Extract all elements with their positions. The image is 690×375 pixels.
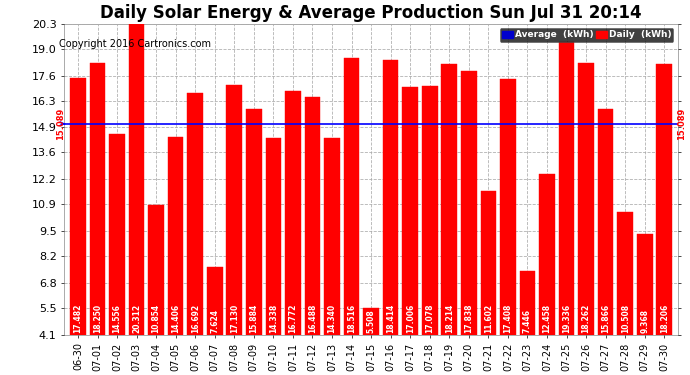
Bar [539,174,555,335]
Text: 14.406: 14.406 [171,304,180,333]
Text: 10.854: 10.854 [152,304,161,333]
Bar [266,138,282,335]
Text: 11.602: 11.602 [484,304,493,333]
Text: 15.089: 15.089 [678,108,687,140]
Text: 9.368: 9.368 [640,309,649,333]
Bar [422,86,437,335]
Bar [442,64,457,335]
Text: 7.624: 7.624 [210,309,219,333]
Bar [207,267,223,335]
Bar [129,24,144,335]
Bar [500,79,515,335]
Bar [226,85,242,335]
Bar [70,78,86,335]
Text: 17.006: 17.006 [406,304,415,333]
Title: Daily Solar Energy & Average Production Sun Jul 31 20:14: Daily Solar Energy & Average Production … [100,4,642,22]
Text: 15.866: 15.866 [601,304,610,333]
Text: 17.130: 17.130 [230,304,239,333]
Bar [246,108,262,335]
Bar [520,271,535,335]
Text: 18.414: 18.414 [386,304,395,333]
Bar [637,234,653,335]
Bar [285,92,301,335]
Text: 19.336: 19.336 [562,304,571,333]
Bar [656,64,672,335]
Text: 5.508: 5.508 [366,309,375,333]
Text: 17.482: 17.482 [73,303,83,333]
Text: 14.338: 14.338 [269,304,278,333]
Text: 18.214: 18.214 [445,304,454,333]
Text: 14.556: 14.556 [112,304,121,333]
Bar [324,138,340,335]
Bar [344,58,359,335]
Text: 16.772: 16.772 [288,303,297,333]
Bar [559,42,574,335]
Text: 7.446: 7.446 [523,309,532,333]
Bar [188,93,203,335]
Bar [90,63,106,335]
Bar [480,191,496,335]
Text: 20.312: 20.312 [132,304,141,333]
Bar [109,134,125,335]
Text: 17.838: 17.838 [464,303,473,333]
Bar [364,308,379,335]
Bar [383,60,398,335]
Bar [305,97,320,335]
Text: Copyright 2016 Cartronics.com: Copyright 2016 Cartronics.com [59,39,210,50]
Bar [598,109,613,335]
Bar [402,87,418,335]
Text: 18.206: 18.206 [660,304,669,333]
Text: 15.089: 15.089 [56,108,65,140]
Text: 18.262: 18.262 [582,304,591,333]
Text: 17.408: 17.408 [504,303,513,333]
Bar [578,63,594,335]
Text: 15.884: 15.884 [249,304,258,333]
Bar [461,71,477,335]
Bar [148,205,164,335]
Text: 18.250: 18.250 [93,304,102,333]
Legend: Average  (kWh), Daily  (kWh): Average (kWh), Daily (kWh) [500,28,673,42]
Text: 14.340: 14.340 [328,304,337,333]
Bar [168,137,184,335]
Text: 16.692: 16.692 [190,304,199,333]
Bar [618,212,633,335]
Text: 18.516: 18.516 [347,304,356,333]
Text: 17.078: 17.078 [425,303,434,333]
Text: 10.508: 10.508 [621,304,630,333]
Text: 12.458: 12.458 [542,304,551,333]
Text: 16.488: 16.488 [308,303,317,333]
